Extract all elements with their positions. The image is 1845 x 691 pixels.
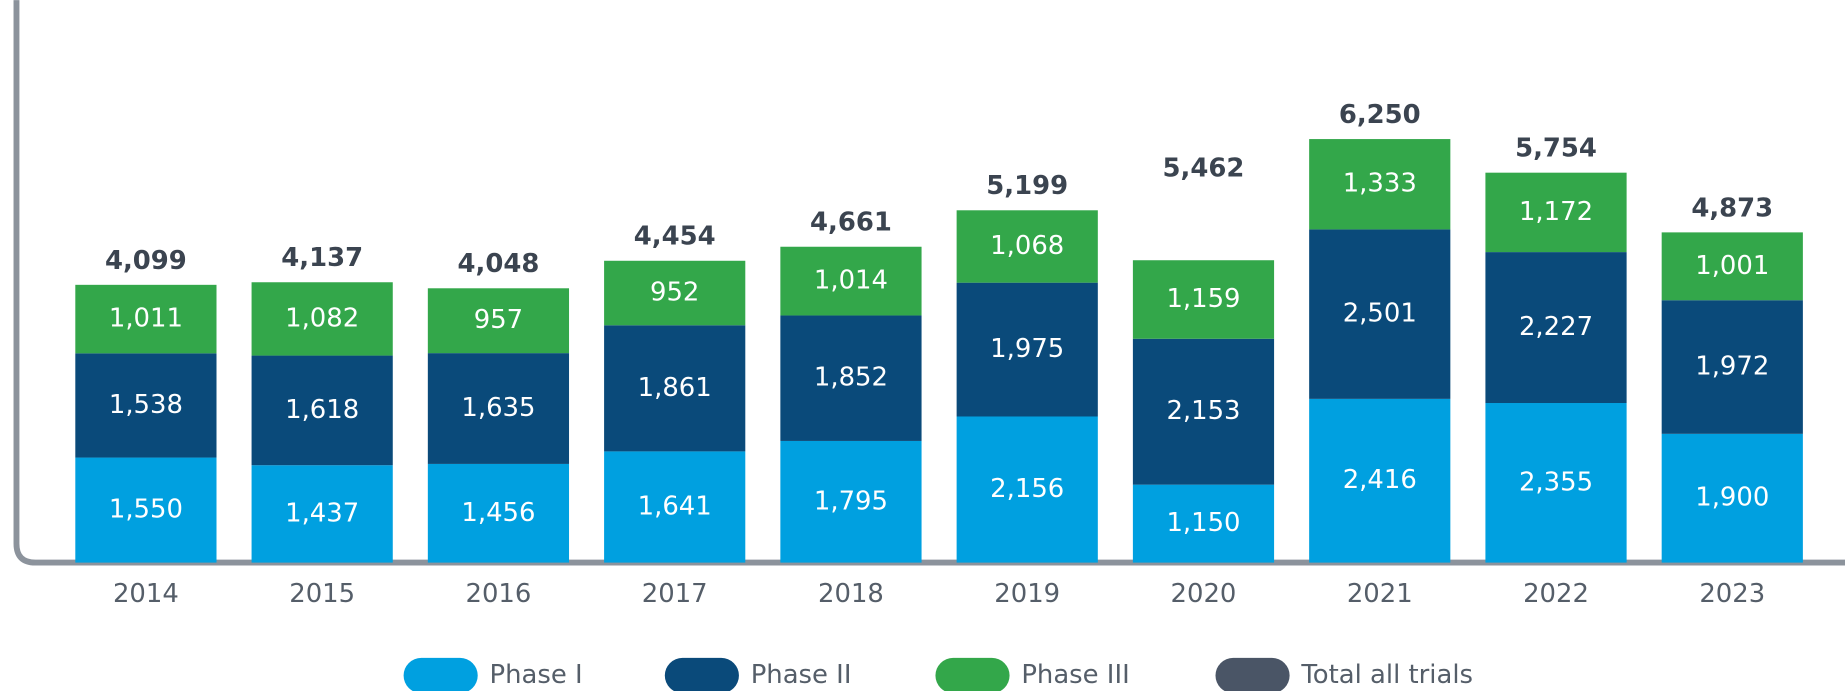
data-label: 1,550 [109,495,183,525]
bar-segment [1309,398,1451,563]
x-tick-label: 2015 [289,579,355,609]
bar-segment [956,416,1098,563]
data-label: 2,501 [1343,299,1417,329]
total-label: 5,462 [1163,153,1245,183]
bar-segment [1485,403,1627,563]
data-label: 1,641 [638,491,712,521]
data-label: 957 [474,305,523,335]
axis-line [13,0,1845,566]
total-label: 4,048 [458,249,540,279]
total-label: 4,454 [634,222,716,252]
data-label: 1,618 [285,395,359,425]
data-label: 1,333 [1343,169,1417,199]
data-label: 1,159 [1166,284,1240,314]
legend-swatch [1215,657,1290,691]
legend-label: Phase II [751,660,852,690]
bar-segment [251,282,393,356]
data-label: 1,172 [1519,197,1593,227]
bar-segment [1485,172,1627,253]
data-label: 1,011 [109,304,183,334]
legend-swatch [664,657,739,691]
bar-segment [75,353,217,458]
bar-segment [1661,433,1803,563]
bar-segment [780,246,922,316]
data-label: 1,001 [1695,251,1769,281]
data-label: 1,795 [814,486,888,516]
x-tick-label: 2017 [642,579,708,609]
data-label: 1,456 [461,498,535,528]
legend-swatch [935,657,1010,691]
data-label: 1,082 [285,303,359,333]
x-tick-label: 2021 [1347,579,1413,609]
bar-segment [251,465,393,563]
bar-segment [75,457,217,563]
bar-segment [1132,338,1275,485]
legend-label: Phase III [1021,660,1129,690]
x-tick-label: 2020 [1171,579,1237,609]
bar-segment [1309,229,1451,399]
bar-segment [75,284,217,354]
total-label: 5,754 [1515,134,1597,164]
data-label: 1,972 [1695,352,1769,382]
bar-segment [1309,139,1451,230]
x-tick-label: 2016 [466,579,532,609]
bar-segment [780,440,922,563]
x-tick-label: 2018 [818,579,884,609]
total-label: 6,250 [1339,100,1421,130]
data-label: 1,068 [990,231,1064,261]
bar-segment [604,260,746,326]
bar-segment [1661,232,1803,301]
data-label: 1,900 [1695,483,1769,513]
data-label: 1,014 [814,266,888,296]
legend-label: Phase I [489,660,582,690]
bar-segment [956,282,1098,417]
bar-segment [427,288,570,354]
bar-segment [1661,300,1803,434]
bar-segment [427,353,570,464]
data-label: 1,852 [814,363,888,393]
total-label: 5,199 [986,171,1068,201]
data-label: 1,635 [461,393,535,423]
bar-segment [604,325,746,452]
total-label: 4,099 [105,246,187,276]
legend-label: Total all trials [1300,660,1473,690]
x-tick-label: 2014 [113,579,179,609]
bar-segment [251,355,393,466]
x-tick-label: 2023 [1699,579,1765,609]
data-label: 1,437 [285,498,359,528]
x-tick-label: 2022 [1523,579,1589,609]
data-label: 2,416 [1343,465,1417,495]
bar-segment [1132,260,1275,339]
legend-swatch [403,657,478,691]
data-label: 2,153 [1166,396,1240,426]
data-label: 952 [650,278,699,308]
bar-segment [1132,484,1275,563]
total-label: 4,137 [281,243,363,273]
data-label: 2,355 [1519,467,1593,497]
bar-segment [1485,252,1627,404]
data-label: 2,156 [990,474,1064,504]
total-label: 4,873 [1691,193,1773,223]
bar-segment [780,315,922,441]
bar-segment [604,451,746,563]
bar-segment [956,210,1098,283]
data-label: 1,538 [109,390,183,420]
bar-segment [427,463,570,563]
data-label: 1,975 [990,334,1064,364]
total-label: 4,661 [810,208,892,238]
data-label: 1,150 [1166,508,1240,538]
x-tick-label: 2019 [994,579,1060,609]
data-label: 2,227 [1519,312,1593,342]
data-label: 1,861 [638,373,712,403]
